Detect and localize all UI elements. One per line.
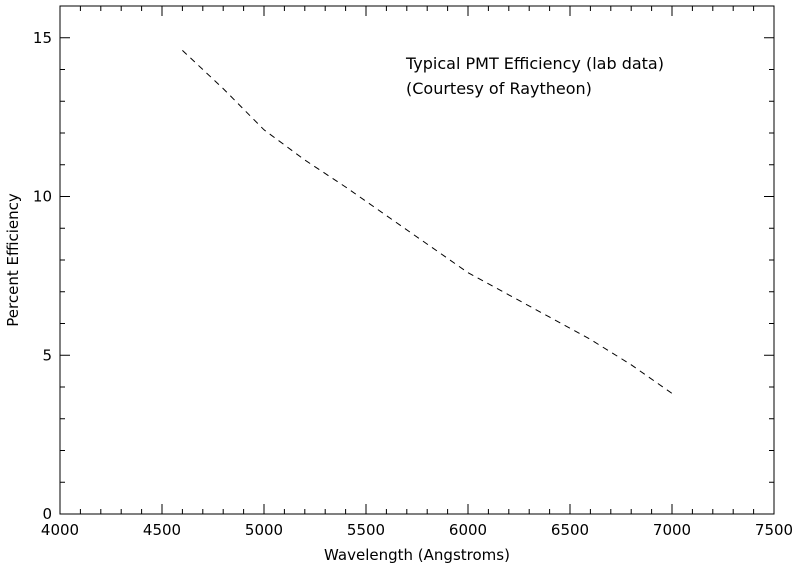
ticks-group: [59, 5, 775, 515]
tick-labels-group: 4000 4500 5000 5500 6000 6500 7000 7500 0 5 10 15: [33, 29, 793, 539]
x-tick-label: 5500: [347, 521, 385, 539]
x-tick-label: 6500: [551, 521, 589, 539]
x-tick-label: 5000: [245, 521, 283, 539]
annotation-courtesy: (Courtesy of Raytheon): [406, 79, 592, 98]
x-tick-label: 7000: [653, 521, 691, 539]
y-tick-label: 15: [33, 29, 52, 47]
x-tick-label: 7500: [755, 521, 793, 539]
y-tick-label: 5: [42, 346, 52, 364]
x-tick-label: 6000: [449, 521, 487, 539]
x-tick-label: 4500: [143, 521, 181, 539]
y-tick-label: 10: [33, 188, 52, 206]
annotation-title: Typical PMT Efficiency (lab data): [405, 54, 664, 73]
x-tick-label: 4000: [41, 521, 79, 539]
data-points-group: [181, 49, 674, 395]
y-tick-label: 0: [42, 505, 52, 523]
x-axis-title: Wavelength (Angstroms): [324, 546, 510, 564]
y-axis-title: Percent Efficiency: [4, 193, 22, 327]
series-line-pmt-efficiency: [182, 50, 673, 394]
